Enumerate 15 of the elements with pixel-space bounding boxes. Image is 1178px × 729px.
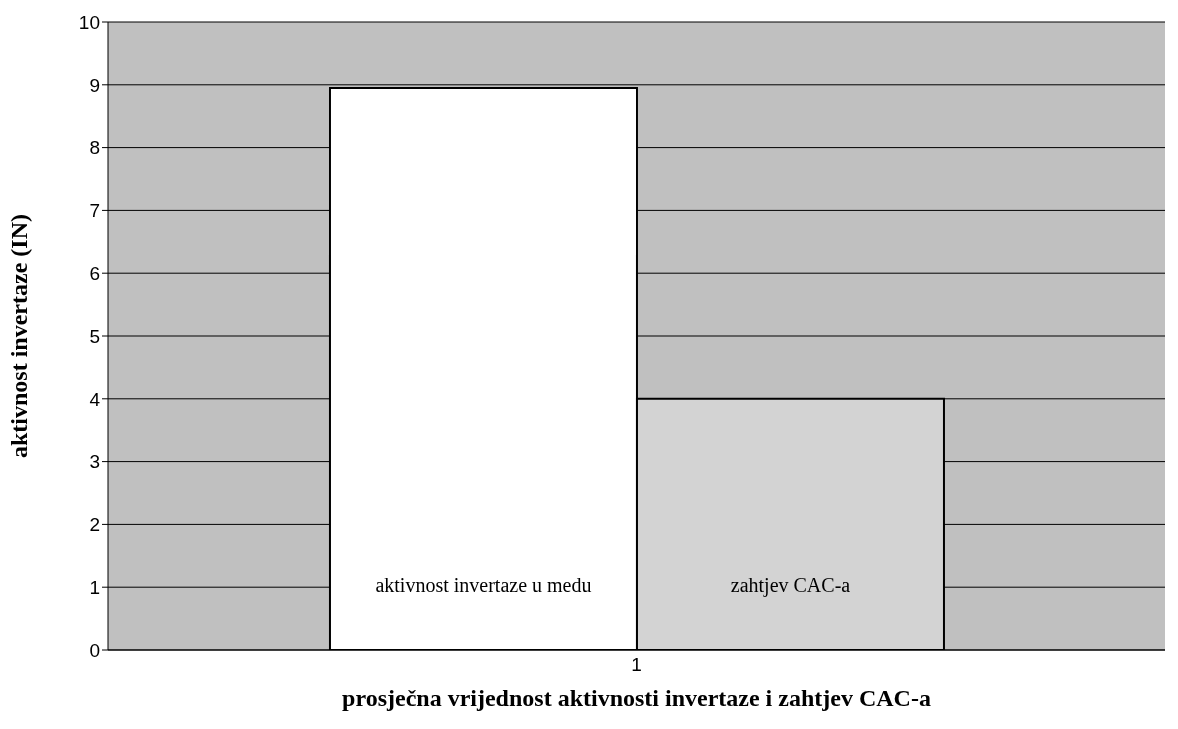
y-tick-label: 8 [89, 137, 100, 159]
y-tick-label: 6 [89, 262, 100, 284]
y-tick-label: 10 [78, 11, 100, 33]
x-axis-title: prosječna vrijednost aktivnosti invertaze i zahtjev CAC-a [342, 685, 931, 711]
y-axis-title: aktivnost invertaze (IN) [5, 214, 32, 458]
y-tick-label: 4 [89, 388, 101, 410]
y-tick-label: 3 [89, 451, 100, 473]
y-tick-label: 0 [89, 639, 100, 661]
y-tick-label: 9 [89, 74, 100, 96]
y-tick-label: 1 [89, 576, 100, 598]
y-tick-label: 5 [89, 325, 100, 347]
series-label: zahtjev CAC-a [730, 574, 851, 598]
series-label: aktivnost invertaze u medu [375, 574, 592, 597]
y-tick-label: 2 [89, 514, 100, 536]
y-tick-label: 7 [89, 200, 100, 222]
